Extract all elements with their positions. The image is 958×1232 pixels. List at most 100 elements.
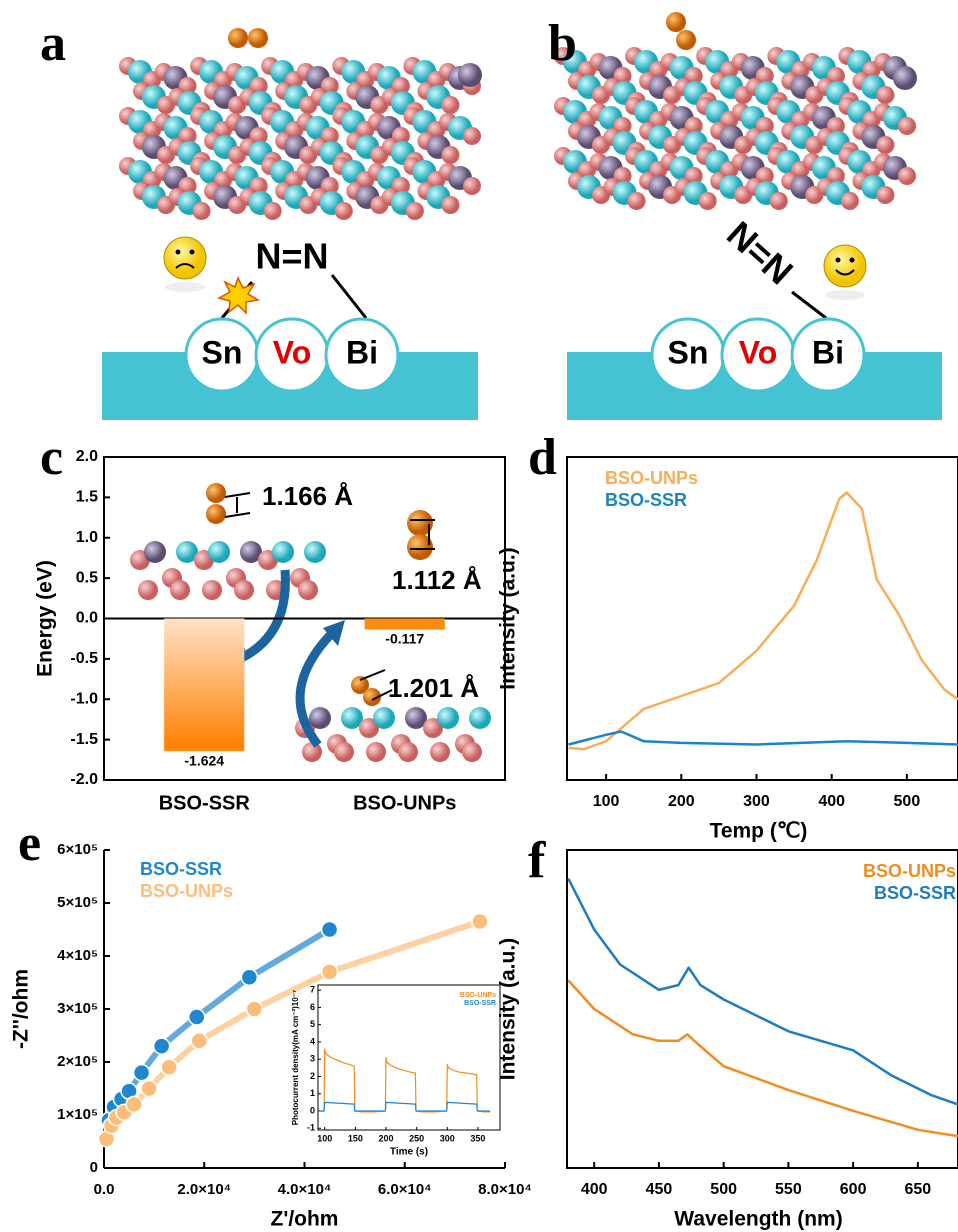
- y-tick-label: 1×10⁵: [57, 1106, 98, 1123]
- series-line: [568, 980, 958, 1136]
- atom: [228, 28, 248, 48]
- x-tick-label: 250: [409, 1133, 424, 1143]
- x-tick-label: 8.0×10⁴: [478, 1181, 532, 1198]
- bond-label: N=N: [719, 213, 801, 292]
- y-tick-label: 0.5: [76, 569, 98, 586]
- y-tick-label: -1.0: [70, 690, 98, 707]
- atom: [437, 707, 459, 729]
- atom: [458, 63, 482, 87]
- x-tick-label: 100: [593, 793, 620, 810]
- y-axis-label: Energy (eV): [34, 560, 57, 677]
- marker: [189, 1009, 205, 1025]
- y-tick-label: 6×10⁵: [57, 841, 98, 858]
- y-tick-label: 0: [310, 1105, 315, 1115]
- bond-line: [792, 292, 826, 318]
- atom: [206, 504, 226, 524]
- atom: [770, 192, 788, 210]
- x-tick-label: 350: [470, 1133, 485, 1143]
- atom: [272, 541, 294, 563]
- x-tick-label: 200: [379, 1133, 394, 1143]
- y-axis-label: Photocurrent density(mA cm⁻²)10⁻⁷: [291, 990, 300, 1125]
- atom: [841, 192, 859, 210]
- x-tick-label: 600: [840, 1181, 867, 1198]
- atom: [144, 541, 166, 563]
- happy-face: [824, 245, 866, 300]
- panel-label: d: [528, 429, 557, 486]
- panel-label: c: [40, 429, 63, 486]
- x-axis-label: Temp (℃): [710, 820, 808, 843]
- x-tick-label: 300: [743, 793, 770, 810]
- bond-label: N=N: [255, 236, 328, 277]
- y-tick-label: 6: [310, 1002, 315, 1012]
- annotation: 1.112 Å: [392, 565, 482, 595]
- atom: [373, 707, 395, 729]
- x-tick-label: 400: [818, 793, 845, 810]
- y-tick-label: 2: [310, 1071, 315, 1081]
- y-tick-label: 7: [310, 985, 315, 995]
- value-label: -0.117: [385, 631, 424, 647]
- atom: [366, 742, 386, 762]
- atom: [335, 202, 353, 220]
- x-tick-label: 450: [646, 1181, 673, 1198]
- x-axis-label: Time (s): [390, 1147, 428, 1158]
- x-tick-label: 500: [710, 1181, 737, 1198]
- x-tick-label: 200: [668, 793, 695, 810]
- atom: [138, 580, 158, 600]
- atom: [302, 742, 322, 762]
- series-line: [569, 732, 958, 745]
- x-tick-label: 2.0×10⁴: [177, 1181, 231, 1198]
- y-tick-label: 5×10⁵: [57, 894, 98, 911]
- legend-label: BSO-UNPs: [605, 468, 698, 488]
- atom: [193, 202, 211, 220]
- atom: [304, 541, 326, 563]
- x-tick-label: 300: [440, 1133, 455, 1143]
- atom: [430, 742, 450, 762]
- marker: [246, 1001, 262, 1017]
- annotation: 1.166 Å: [262, 481, 353, 511]
- sad-face: [164, 237, 206, 292]
- atom: [441, 196, 459, 214]
- atom: [469, 707, 491, 729]
- marker: [126, 1096, 142, 1112]
- legend-label: BSO-SSR: [874, 883, 956, 903]
- x-tick-label: BSO-SSR: [159, 792, 251, 814]
- y-tick-label: 2×10⁵: [57, 1053, 98, 1070]
- y-tick-label: 0.0: [76, 610, 98, 627]
- y-tick-label: -0.5: [70, 650, 98, 667]
- y-tick-label: 3: [310, 1054, 315, 1064]
- site-label: Vo: [273, 334, 312, 370]
- value-label: -1.624: [184, 752, 224, 768]
- x-tick-label: 0.0: [94, 1181, 115, 1198]
- atom: [463, 127, 481, 145]
- legend-label: BSO-UNPs: [863, 861, 956, 881]
- x-tick-label: 650: [905, 1181, 932, 1198]
- atom: [441, 96, 459, 114]
- annotation: 1.201 Å: [388, 673, 479, 703]
- atom: [876, 136, 894, 154]
- panel-label: e: [18, 815, 41, 872]
- x-tick-label: 6.0×10⁴: [378, 1181, 432, 1198]
- marker: [322, 922, 338, 938]
- legend-label: BSO-SSR: [464, 1000, 496, 1007]
- marker: [322, 964, 338, 980]
- y-tick-label: 4×10⁵: [57, 947, 98, 964]
- site-label: Sn: [668, 334, 709, 370]
- x-axis-label: Wavelength (nm): [674, 1208, 842, 1231]
- marker: [241, 969, 257, 985]
- y-tick-label: 1.5: [76, 489, 98, 506]
- bond-line: [332, 275, 366, 318]
- atom: [206, 483, 226, 503]
- marker: [154, 1038, 170, 1054]
- series-line: [569, 493, 958, 750]
- site-label: Vo: [739, 334, 778, 370]
- marker: [161, 1059, 177, 1075]
- legend-label: BSO-SSR: [140, 859, 222, 879]
- bond-marker: [225, 493, 435, 700]
- site-label: Bi: [812, 334, 844, 370]
- y-tick-label: 1: [310, 1088, 315, 1098]
- x-tick-label: 100: [317, 1133, 332, 1143]
- atom: [309, 707, 331, 729]
- y-tick-label: -2.0: [70, 771, 98, 788]
- x-tick-label: 500: [894, 793, 921, 810]
- atom: [898, 167, 916, 185]
